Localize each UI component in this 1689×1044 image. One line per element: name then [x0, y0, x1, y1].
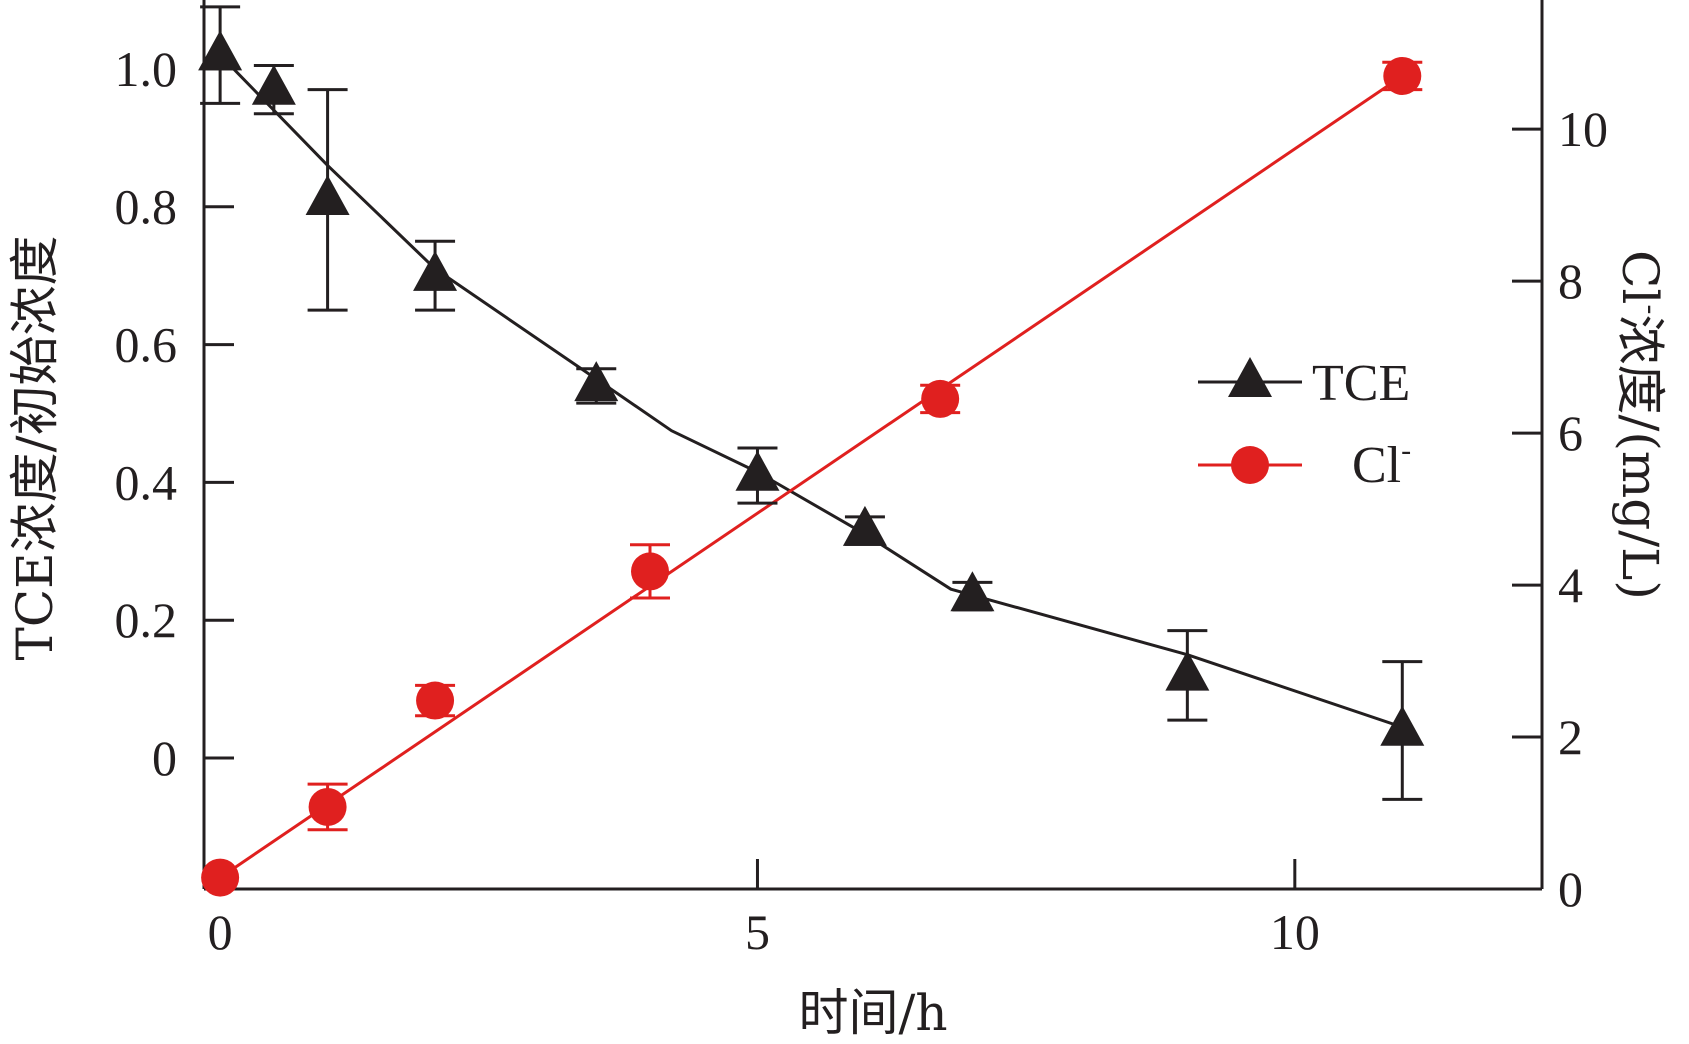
y-left-tick-label: 0.2 — [115, 592, 178, 648]
legend-label-cl-base: Cl — [1352, 437, 1401, 494]
data-point-tce — [735, 450, 780, 491]
data-point-tce — [251, 64, 296, 105]
data-point-tce — [842, 505, 887, 546]
data-point-cl — [416, 681, 455, 720]
data-point-cl — [201, 858, 240, 897]
left-axis-title: TCE浓度/初始浓度 — [6, 236, 64, 661]
data-point-cl — [921, 379, 960, 418]
x-tick-label: 10 — [1270, 904, 1320, 960]
legend-label-cl: Cl- — [1352, 434, 1411, 494]
right-axis-title-superscript: - — [1633, 304, 1668, 314]
ticks — [204, 67, 1542, 891]
markers — [198, 30, 1425, 897]
y-right-tick-label: 2 — [1558, 709, 1583, 765]
error-bars — [200, 5, 1423, 832]
x-axis-title: 时间/h — [798, 984, 947, 1042]
legend-item-tce: TCE — [1198, 355, 1410, 412]
data-point-cl — [308, 787, 347, 826]
legend-label-cl-superscript: - — [1401, 434, 1411, 467]
y-right-tick-label: 10 — [1558, 101, 1608, 157]
data-point-tce — [305, 175, 350, 216]
tick-labels: 0 5 10 0 0.2 0.4 0.6 0.8 1.0 0 2 4 6 8 10 — [115, 41, 1609, 960]
y-right-tick-label: 8 — [1558, 253, 1583, 309]
data-point-tce — [1380, 705, 1425, 746]
y-right-tick-label: 4 — [1558, 557, 1583, 613]
legend-label-tce: TCE — [1312, 355, 1410, 412]
right-axis-title-suffix: 浓度/(mg/L) — [1611, 315, 1669, 600]
axes — [202, 0, 1544, 891]
data-point-cl — [1383, 56, 1422, 95]
right-axis-title-prefix: Cl — [1611, 250, 1669, 304]
legend: TCE Cl- — [1198, 355, 1411, 494]
x-tick-label: 0 — [208, 904, 233, 960]
right-axis-title: Cl-浓度/(mg/L) — [1611, 250, 1669, 600]
data-point-tce — [413, 250, 458, 291]
y-left-tick-label: 1.0 — [115, 41, 178, 97]
series-line-tce — [219, 54, 1403, 729]
y-left-tick-label: 0 — [152, 730, 177, 786]
series-line-cl — [219, 74, 1404, 879]
legend-marker-tce — [1228, 357, 1272, 397]
y-left-tick-label: 0.4 — [115, 454, 178, 510]
data-point-tce — [574, 361, 619, 402]
y-right-tick-label: 6 — [1558, 405, 1583, 461]
data-point-tce — [198, 30, 243, 71]
legend-item-cl: Cl- — [1198, 434, 1411, 494]
legend-marker-cl — [1231, 446, 1269, 484]
series-lines — [219, 54, 1404, 879]
y-left-tick-label: 0.8 — [115, 179, 178, 235]
data-point-tce — [1165, 650, 1210, 691]
data-point-tce — [950, 571, 995, 612]
y-right-tick-label: 0 — [1558, 861, 1583, 917]
x-tick-label: 5 — [745, 904, 770, 960]
y-left-tick-label: 0.6 — [115, 317, 178, 373]
data-point-cl — [631, 552, 669, 591]
